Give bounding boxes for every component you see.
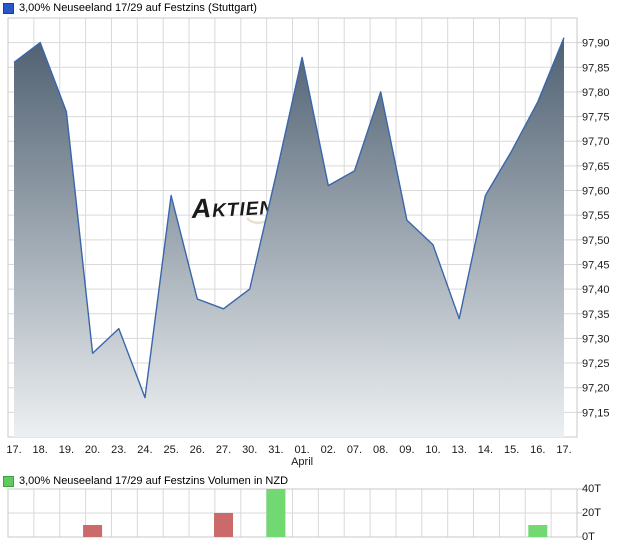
volume-bar (528, 525, 548, 537)
svg-text:97,75: 97,75 (582, 112, 610, 124)
svg-text:97,60: 97,60 (582, 186, 610, 198)
volume-bar (214, 513, 234, 537)
month-label: April (291, 456, 313, 468)
price-y-axis: 97,15 97,20 97,25 97,30 97,35 97,40 97,45 97,50… (577, 38, 610, 419)
svg-text:17.: 17. (6, 444, 21, 456)
svg-text:97,15: 97,15 (582, 407, 610, 419)
svg-text:97,55: 97,55 (582, 210, 610, 222)
svg-text:26.: 26. (190, 444, 205, 456)
svg-text:31.: 31. (268, 444, 283, 456)
svg-text:97,50: 97,50 (582, 235, 610, 247)
svg-text:19.: 19. (59, 444, 74, 456)
svg-text:23.: 23. (111, 444, 126, 456)
price-x-axis: 17. 18. 19. 20. 23. 24. 25. 26. 27. 30. 31. 01. 02. 0… (6, 444, 571, 468)
volume-bar (266, 489, 286, 537)
svg-text:20.: 20. (85, 444, 100, 456)
svg-text:97,80: 97,80 (582, 87, 610, 99)
svg-text:97,70: 97,70 (582, 136, 610, 148)
svg-text:24.: 24. (137, 444, 152, 456)
volume-legend-icon (3, 476, 14, 487)
svg-text:25.: 25. (163, 444, 178, 456)
svg-text:07.: 07. (347, 444, 362, 456)
svg-text:18.: 18. (33, 444, 48, 456)
svg-text:09.: 09. (399, 444, 414, 456)
svg-text:02.: 02. (321, 444, 336, 456)
volume-y-axis: 0T 20T 40T (577, 483, 601, 543)
price-area (14, 37, 564, 437)
svg-text:97,20: 97,20 (582, 383, 610, 395)
svg-text:17.: 17. (556, 444, 571, 456)
svg-text:27.: 27. (216, 444, 231, 456)
svg-text:0T: 0T (582, 531, 595, 543)
svg-text:15.: 15. (504, 444, 519, 456)
svg-text:08.: 08. (373, 444, 388, 456)
svg-text:97,40: 97,40 (582, 284, 610, 296)
svg-text:20T: 20T (582, 507, 601, 519)
svg-text:40T: 40T (582, 483, 601, 495)
svg-text:10.: 10. (425, 444, 440, 456)
volume-bar (83, 525, 103, 537)
svg-text:97,90: 97,90 (582, 38, 610, 50)
volume-chart-title: 3,00% Neuseeland 17/29 auf Festzins Volu… (19, 475, 289, 487)
svg-text:14.: 14. (478, 444, 493, 456)
svg-text:97,25: 97,25 (582, 358, 610, 370)
svg-text:97,35: 97,35 (582, 309, 610, 321)
svg-text:97,45: 97,45 (582, 259, 610, 271)
price-chart-title: 3,00% Neuseeland 17/29 auf Festzins (Stu… (19, 2, 257, 14)
volume-bars (83, 489, 548, 537)
svg-text:97,30: 97,30 (582, 333, 610, 345)
svg-text:30.: 30. (242, 444, 257, 456)
price-legend-icon (3, 3, 14, 14)
volume-chart-header: 3,00% Neuseeland 17/29 auf Festzins Volu… (3, 475, 288, 488)
price-line (13, 37, 565, 399)
svg-text:97,65: 97,65 (582, 161, 610, 173)
svg-text:13.: 13. (452, 444, 467, 456)
svg-text:16.: 16. (530, 444, 545, 456)
svg-text:01.: 01. (294, 444, 309, 456)
price-chart-header: 3,00% Neuseeland 17/29 auf Festzins (Stu… (3, 2, 257, 15)
svg-text:97,85: 97,85 (582, 62, 610, 74)
